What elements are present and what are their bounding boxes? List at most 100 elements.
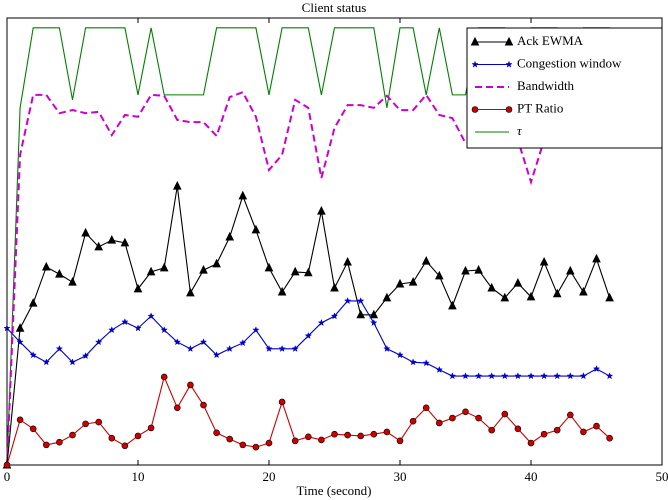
marker	[514, 372, 522, 380]
marker	[553, 426, 561, 434]
marker	[291, 437, 299, 445]
marker	[357, 432, 365, 440]
marker	[200, 401, 207, 409]
marker	[172, 180, 182, 190]
marker	[69, 431, 76, 439]
marker	[213, 429, 220, 437]
marker	[68, 358, 77, 366]
marker	[606, 434, 613, 442]
marker	[134, 432, 142, 440]
marker	[593, 422, 600, 430]
marker	[56, 438, 63, 446]
marker	[82, 420, 89, 428]
x-tick-label: 10	[132, 469, 145, 484]
marker	[226, 435, 233, 443]
marker	[108, 434, 116, 442]
series-line	[6, 300, 610, 377]
marker	[290, 266, 300, 276]
x-tick-label: 40	[525, 469, 538, 484]
marker	[475, 414, 482, 422]
marker	[408, 277, 418, 286]
marker	[470, 36, 480, 46]
marker	[187, 381, 194, 389]
marker	[318, 436, 325, 444]
marker	[605, 372, 614, 380]
marker	[370, 430, 378, 438]
marker	[370, 318, 378, 327]
marker	[55, 269, 64, 278]
chart-title: Client status	[302, 0, 367, 15]
marker	[513, 277, 523, 287]
marker	[252, 326, 260, 334]
marker	[303, 267, 313, 277]
marker	[488, 426, 496, 434]
marker	[16, 338, 24, 346]
marker	[277, 286, 287, 296]
marker	[461, 265, 470, 275]
marker	[501, 372, 509, 380]
marker	[527, 372, 535, 380]
marker	[107, 235, 117, 244]
marker	[68, 277, 77, 286]
marker	[382, 292, 392, 302]
marker	[134, 324, 142, 332]
marker	[55, 344, 64, 352]
marker	[330, 282, 339, 292]
marker	[81, 227, 90, 237]
marker	[435, 419, 443, 427]
marker	[42, 358, 51, 366]
marker	[146, 266, 156, 276]
marker	[448, 300, 457, 310]
marker	[383, 344, 391, 352]
marker	[29, 425, 37, 433]
marker	[278, 398, 286, 406]
marker	[435, 365, 444, 373]
marker	[41, 261, 51, 271]
x-tick-label: 0	[4, 469, 11, 484]
marker	[147, 424, 155, 432]
marker	[421, 256, 431, 265]
marker	[552, 288, 562, 298]
marker	[3, 461, 11, 469]
marker	[81, 351, 90, 360]
marker	[304, 433, 312, 441]
marker	[331, 430, 338, 438]
marker	[239, 441, 247, 449]
marker	[356, 297, 365, 305]
marker	[500, 292, 510, 302]
marker	[317, 318, 326, 327]
marker	[448, 372, 457, 380]
legend-label: Bandwidth	[517, 78, 575, 93]
marker	[505, 106, 513, 113]
marker	[579, 372, 588, 380]
marker	[252, 443, 260, 451]
marker	[225, 231, 235, 241]
marker	[487, 282, 497, 292]
marker	[304, 331, 313, 340]
marker	[369, 309, 379, 319]
marker	[505, 60, 513, 68]
marker	[343, 297, 352, 305]
marker	[199, 264, 208, 274]
marker	[225, 344, 234, 352]
marker	[317, 205, 326, 215]
marker	[434, 270, 444, 280]
marker	[186, 287, 195, 297]
marker	[471, 60, 479, 68]
marker	[514, 425, 522, 433]
marker	[121, 442, 129, 450]
marker	[29, 351, 37, 359]
marker	[147, 312, 155, 320]
marker	[174, 404, 181, 412]
x-tick-label: 30	[394, 469, 407, 484]
marker	[16, 416, 24, 424]
marker	[566, 372, 575, 380]
marker	[462, 408, 469, 416]
legend: Ack EWMA Congestion window Bandwidth PT Rat…	[466, 27, 663, 149]
marker	[133, 283, 143, 293]
marker	[291, 344, 299, 352]
marker	[251, 224, 261, 234]
marker	[409, 417, 417, 425]
marker	[186, 344, 195, 352]
